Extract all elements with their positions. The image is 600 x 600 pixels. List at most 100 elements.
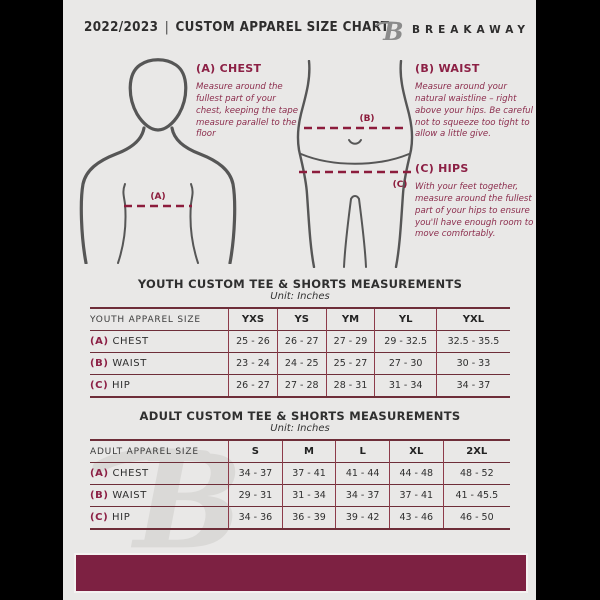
youth-unit-label: Unit: Inches [270, 291, 330, 302]
right-armpit-line [189, 183, 199, 264]
title-separator: | [164, 20, 170, 35]
breakaway-logo-icon: B [375, 17, 404, 45]
measure-letter: (B) [90, 490, 109, 501]
left-side-outline [296, 60, 316, 268]
size-table: ADULT APPAREL SIZE S M L XL 2XL (A) CHEST 34 - … [90, 439, 510, 530]
size-row-header: ADULT APPAREL SIZE [90, 440, 230, 463]
hips-marker-label: (C) [393, 180, 408, 190]
size-column-header: S [228, 440, 283, 463]
measure-label: (A) CHEST [90, 330, 230, 353]
waist-instructions: Measure around your natural waistline – … [415, 82, 533, 140]
size-range-cell: 34 - 36 [228, 506, 283, 529]
size-range-cell: 44 - 48 [389, 462, 444, 485]
measure-label: (B) WAIST [90, 484, 230, 507]
adult-size-table: ADULT APPAREL SIZE S M L XL 2XL (A) CHEST 34 - … [90, 439, 510, 530]
measure-label: (B) WAIST [90, 352, 230, 375]
table-row: (A) CHEST 25 - 26 26 - 27 27 - 29 29 - 32.5 3… [90, 330, 510, 353]
left-armpit-line [117, 183, 127, 264]
youth-size-table: YOUTH APPAREL SIZE YXS YS YM YL YXL (A) CHEST 2… [90, 307, 510, 398]
hips-instructions: With your feet together, measure around … [415, 182, 534, 240]
measure-label: (C) HIP [90, 374, 230, 397]
size-chart-page: 2022/2023 | CUSTOM APPAREL SIZE CHART B BR… [63, 0, 536, 600]
year-label: 2022/2023 [84, 20, 159, 35]
size-range-cell: 25 - 27 [326, 352, 376, 375]
size-range-cell: 26 - 27 [228, 374, 278, 397]
measure-letter: (B) [90, 358, 109, 369]
table-header-row: YOUTH APPAREL SIZE YXS YS YM YL YXL [90, 308, 510, 331]
left-inner-leg [343, 198, 352, 268]
adult-unit-label: Unit: Inches [270, 423, 330, 434]
hip-waistband-curve [300, 153, 410, 165]
size-range-cell: 46 - 50 [459, 512, 494, 523]
size-range-cell: 27 - 30 [374, 352, 437, 375]
size-range-cell: 30 - 33 [456, 358, 491, 369]
table-header-row: ADULT APPAREL SIZE S M L XL 2XL [90, 440, 510, 463]
table-row: (B) WAIST 23 - 24 24 - 25 25 - 27 27 - 30 30 … [90, 352, 510, 375]
size-range-cell: 37 - 41 [282, 462, 337, 485]
size-range-cell: 48 - 52 [459, 468, 494, 479]
size-column-header: M [282, 440, 337, 463]
size-range-cell: 29 - 31 [228, 484, 283, 507]
left-shoulder-outline [79, 126, 146, 264]
brand-name: BREAKAWAY [412, 24, 531, 36]
measure-label: (C) HIP [90, 506, 230, 529]
head-outline [128, 58, 188, 132]
table-row: (A) CHEST 34 - 37 37 - 41 41 - 44 44 - 48 48 … [90, 462, 510, 485]
size-range-cell: 31 - 34 [374, 374, 437, 397]
size-range-cell: 41 - 45.5 [455, 490, 499, 501]
size-range-cell: 31 - 34 [282, 484, 337, 507]
measure-letter: (A) [90, 468, 109, 479]
table-row: (C) HIP 34 - 36 36 - 39 39 - 42 43 - 46 46 - … [90, 506, 510, 529]
right-shoulder-outline [170, 126, 237, 264]
size-column-header: YM [326, 308, 376, 331]
size-range-cell: 43 - 46 [389, 506, 444, 529]
table-row: (C) HIP 26 - 27 27 - 28 28 - 31 31 - 34 34 - … [90, 374, 510, 397]
size-column-header: YS [277, 308, 327, 331]
size-range-cell: 27 - 28 [277, 374, 327, 397]
right-inner-leg [358, 198, 367, 268]
size-range-cell: 27 - 29 [326, 330, 376, 353]
chart-title: CUSTOM APPAREL SIZE CHART [175, 20, 390, 35]
size-range-cell: 34 - 37 [456, 380, 491, 391]
size-range-cell: 25 - 26 [228, 330, 278, 353]
page-title: 2022/2023 | CUSTOM APPAREL SIZE CHART [84, 20, 389, 35]
waist-marker-label: (B) [359, 114, 374, 124]
measure-letter: (C) [90, 512, 109, 523]
size-range-cell: 36 - 39 [282, 506, 337, 529]
waist-heading: (B) WAIST [415, 62, 480, 75]
size-range-cell: 34 - 37 [335, 484, 390, 507]
size-column-header: 2XL [466, 446, 488, 457]
size-column-header: YXL [462, 314, 485, 325]
size-range-cell: 41 - 44 [335, 462, 390, 485]
size-table: YOUTH APPAREL SIZE YXS YS YM YL YXL (A) CHEST 2… [90, 307, 510, 398]
svg-text:B: B [382, 17, 403, 45]
size-row-header: YOUTH APPAREL SIZE [90, 308, 230, 331]
right-side-outline [394, 60, 414, 268]
chest-marker-label: (A) [150, 192, 165, 202]
size-range-cell: 39 - 42 [335, 506, 390, 529]
chest-instructions: Measure around the fullest part of your … [196, 82, 299, 140]
lower-body-figure: (B) (C) [296, 60, 414, 268]
size-range-cell: 29 - 32.5 [374, 330, 437, 353]
table-row: (B) WAIST 29 - 31 31 - 34 34 - 37 37 - 41 41 … [90, 484, 510, 507]
measure-letter: (A) [90, 336, 109, 347]
crotch-curve [350, 195, 360, 200]
measure-letter: (C) [90, 380, 109, 391]
torso-figure: (A) [79, 58, 237, 264]
size-range-cell: 23 - 24 [228, 352, 278, 375]
footer-accent-bar [74, 553, 528, 593]
youth-section-title: YOUTH CUSTOM TEE & SHORTS MEASUREMENTS [137, 277, 463, 291]
chest-heading: (A) CHEST [196, 62, 262, 75]
adult-section-title: ADULT CUSTOM TEE & SHORTS MEASUREMENTS [139, 409, 461, 423]
size-range-cell: 34 - 37 [228, 462, 283, 485]
size-range-cell: 26 - 27 [277, 330, 327, 353]
size-column-header: XL [389, 440, 444, 463]
size-column-header: YXS [228, 308, 278, 331]
navel-mark [348, 139, 362, 145]
size-range-cell: 32.5 - 35.5 [447, 336, 500, 347]
size-range-cell: 24 - 25 [277, 352, 327, 375]
size-column-header: YL [374, 308, 437, 331]
size-column-header: L [335, 440, 390, 463]
measure-label: (A) CHEST [90, 462, 230, 485]
